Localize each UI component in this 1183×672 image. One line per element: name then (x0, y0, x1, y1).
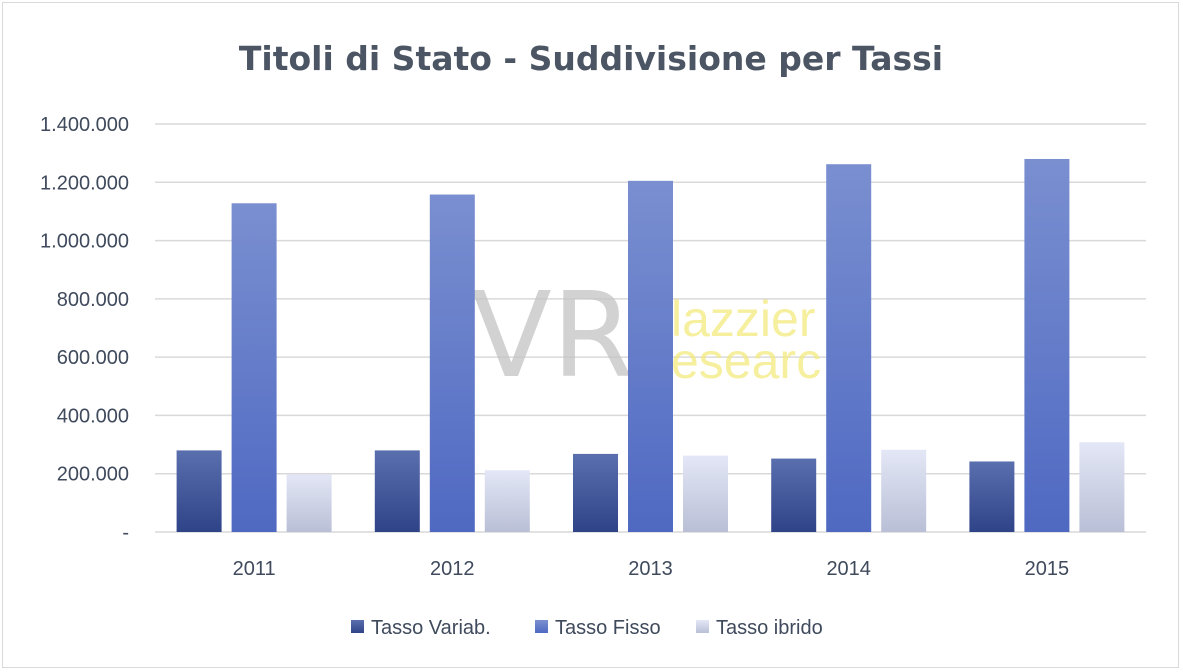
watermark-logo: VR lazzier esearc (471, 266, 821, 404)
y-tick-label: - (122, 522, 129, 544)
bar-tasso-ibrido-2013 (683, 455, 728, 532)
y-tick-label: 1.000.000 (40, 231, 129, 253)
x-tick-label: 2015 (1025, 558, 1070, 580)
bar-tasso-fisso-2011 (231, 203, 277, 533)
legend-label: Tasso Variab. (371, 617, 491, 639)
bar-tasso-fisso-2014 (826, 164, 872, 532)
legend: Tasso Variab. Tasso Fisso Tasso ibrido (351, 617, 823, 639)
chart-title: Titoli di Stato - Suddivisione per Tassi (239, 39, 943, 78)
y-tick-label: 600.000 (57, 347, 129, 369)
bar-tasso-fisso-2012 (429, 194, 475, 533)
legend-swatch (351, 620, 364, 633)
bar-tasso-ibrido-2012 (484, 470, 530, 532)
bar-tasso-ibrido-2014 (881, 449, 927, 532)
y-tick-label: 400.000 (57, 405, 129, 427)
y-tick-label: 200.000 (57, 464, 129, 486)
y-tick-label: 1.400.000 (40, 114, 129, 136)
bar-tasso-variab-2011 (176, 450, 222, 532)
chart-svg: Titoli di Stato - Suddivisione per Tassi… (40, 39, 1146, 639)
legend-label: Tasso Fisso (555, 617, 661, 639)
bar-tasso-fisso-2015 (1024, 158, 1070, 532)
bar-tasso-variab-2013 (573, 453, 618, 532)
bar-tasso-variab-2014 (771, 458, 817, 532)
x-axis-ticks: 2011 2012 2013 2014 2015 (233, 558, 1070, 580)
x-tick-label: 2011 (233, 558, 276, 580)
legend-label: Tasso ibrido (716, 617, 823, 639)
y-tick-label: 800.000 (57, 289, 129, 311)
y-tick-label: 1.200.000 (40, 172, 129, 194)
y-axis-ticks: - 200.000 400.000 600.000 800.000 1.000.000 1.… (40, 114, 129, 544)
legend-swatch (535, 620, 548, 633)
bar-tasso-variab-2015 (969, 461, 1015, 532)
bar-tasso-ibrido-2011 (286, 474, 332, 532)
legend-swatch (696, 620, 709, 633)
watermark-logo-letters: VR (471, 266, 634, 404)
watermark-word-line2: esearc (671, 333, 821, 389)
x-tick-label: 2012 (430, 558, 475, 580)
x-tick-label: 2014 (826, 558, 871, 580)
bars (176, 158, 1125, 533)
bar-tasso-fisso-2013 (628, 180, 673, 533)
watermark-word-line1: lazzier (671, 291, 815, 347)
bar-tasso-variab-2012 (374, 450, 420, 532)
x-tick-label: 2013 (628, 558, 673, 580)
bar-tasso-ibrido-2015 (1079, 442, 1125, 532)
